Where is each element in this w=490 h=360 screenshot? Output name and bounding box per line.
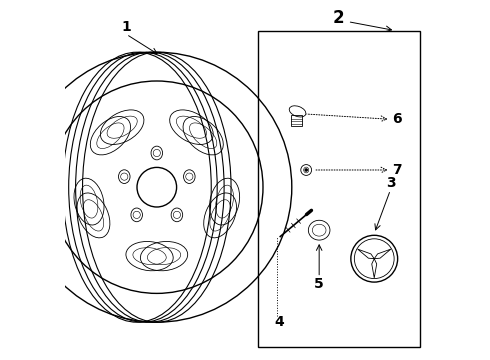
Text: 6: 6 [392,112,402,126]
Bar [292,115,301,126]
Text: 1: 1 [122,20,131,34]
Circle shape [305,169,307,171]
Text: 3: 3 [386,176,395,190]
Bar [258,31,419,347]
Text: 4: 4 [274,315,284,329]
Text: 5: 5 [314,277,324,291]
Text: 7: 7 [392,163,402,177]
Text: 2: 2 [333,9,344,27]
